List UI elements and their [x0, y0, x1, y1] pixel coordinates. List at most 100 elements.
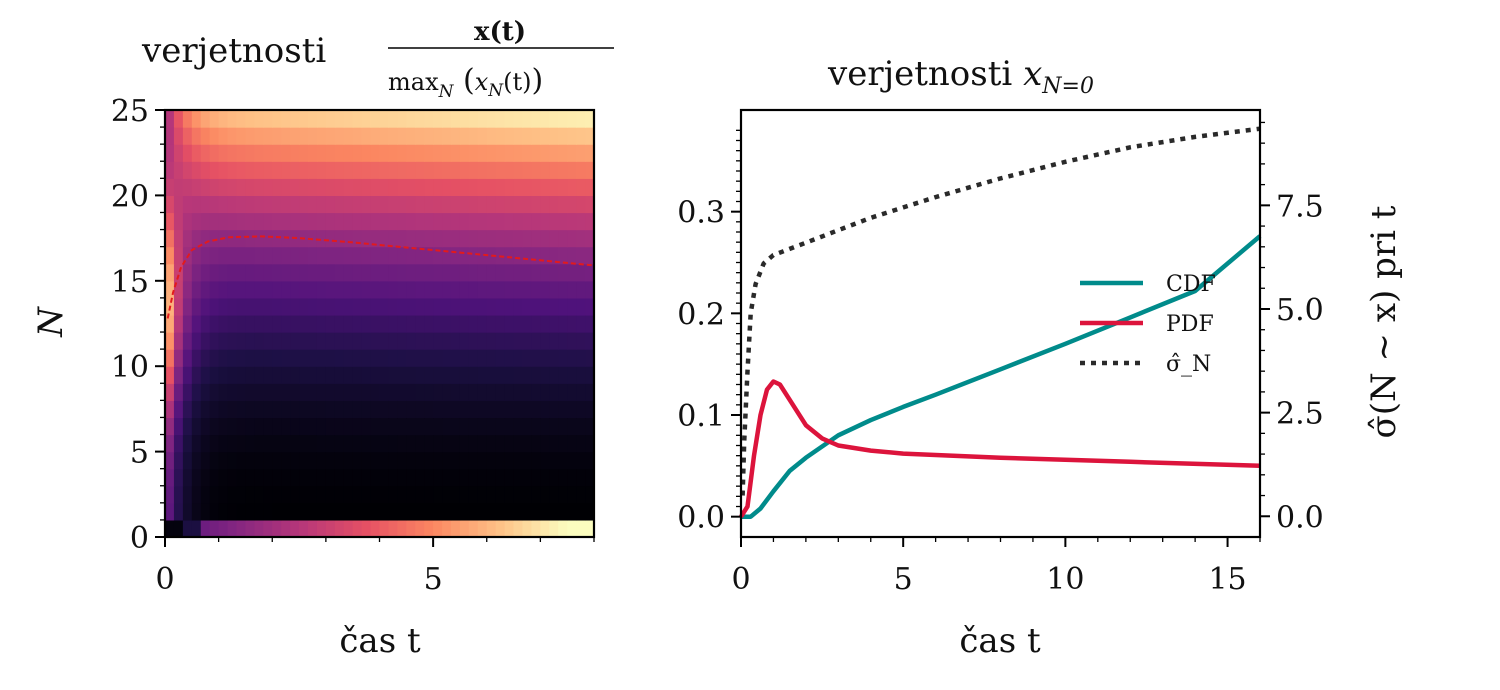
heatmap-cell — [558, 110, 568, 128]
heatmap-cell — [468, 366, 479, 384]
heatmap-cell — [576, 400, 586, 419]
heatmap-cell — [218, 161, 229, 179]
heatmap-cell — [522, 195, 533, 214]
heatmap-cell — [397, 195, 407, 214]
heatmap-cell — [531, 161, 541, 179]
heatmap-cell — [558, 161, 568, 179]
heatmap-cell — [486, 451, 497, 470]
heatmap-cell — [343, 332, 354, 350]
heatmap-cell — [200, 280, 211, 299]
heatmap-cell — [272, 229, 282, 248]
heatmap-cell — [334, 280, 345, 299]
heatmap-cell — [200, 161, 211, 179]
heatmap-cell — [442, 246, 452, 265]
heatmap-cell — [299, 417, 309, 436]
heatmap-cell — [352, 212, 363, 231]
heatmap-cell — [352, 144, 363, 162]
heatmap-cell — [245, 263, 255, 282]
heatmap-cell — [433, 314, 443, 333]
heatmap-cell — [165, 195, 175, 214]
heatmap-cell — [388, 229, 398, 248]
heatmap-cell — [182, 349, 193, 367]
heatmap-cell — [459, 400, 470, 419]
heatmap-cell — [263, 144, 273, 162]
heatmap-cell — [522, 314, 533, 333]
heatmap-cell — [477, 468, 488, 487]
heatmap-cell — [236, 400, 247, 419]
heatmap-cell — [531, 144, 541, 162]
heatmap-cell — [558, 502, 568, 521]
heatmap-cell — [236, 297, 247, 316]
heatmap-cell — [334, 178, 345, 196]
heatmap-cell — [308, 400, 318, 419]
heatmap-cell — [540, 468, 550, 487]
heatmap-cell — [272, 178, 282, 196]
legend-label: PDF — [1166, 312, 1214, 337]
heatmap-cell — [397, 349, 407, 367]
heatmap-cell — [379, 451, 390, 470]
heatmap-cell — [477, 502, 488, 521]
heatmap-cell — [397, 383, 407, 401]
heatmap-cell — [486, 485, 497, 504]
heatmap-cell — [227, 246, 238, 265]
heatmap-cell — [200, 110, 211, 128]
heatmap-cell — [227, 297, 238, 316]
heatmap-cell — [227, 110, 238, 128]
heatmap-cell — [299, 263, 309, 282]
heatmap-cell — [495, 263, 506, 282]
heatmap-cell — [370, 400, 381, 419]
heatmap-cell — [200, 519, 211, 538]
heatmap-cell — [477, 110, 488, 128]
heatmap-cell — [576, 212, 586, 231]
heatmap-cell — [334, 110, 345, 128]
heatmap-cell — [263, 400, 273, 419]
heatmap-cell — [281, 246, 291, 265]
heatmap-cell — [406, 212, 416, 231]
heatmap-cell — [415, 519, 425, 538]
heatmap-cell — [415, 280, 425, 299]
heatmap-cell — [343, 195, 354, 214]
y-tick-label: 15 — [111, 265, 149, 300]
heatmap-cell — [585, 229, 595, 248]
heatmap-cell — [218, 110, 229, 128]
heatmap-cell — [549, 485, 559, 504]
heatmap-cell — [549, 263, 559, 282]
heatmap-cell — [433, 161, 443, 179]
heatmap-cell — [209, 144, 220, 162]
heatmap-cell — [576, 110, 586, 128]
heatmap-cell — [531, 212, 541, 231]
heatmap-cell — [459, 434, 470, 453]
heatmap-cell — [576, 451, 586, 470]
heatmap-cell — [379, 468, 390, 487]
y-tick-label: 20 — [111, 179, 149, 214]
heatmap-cell — [549, 229, 559, 248]
heatmap-cell — [558, 349, 568, 367]
heatmap-cell — [433, 485, 443, 504]
heatmap-cell — [576, 417, 586, 436]
heatmap-cell — [334, 434, 345, 453]
heatmap-cell — [281, 485, 291, 504]
heatmap-cell — [504, 485, 515, 504]
heatmap-cell — [370, 349, 381, 367]
heatmap-cell — [549, 332, 559, 350]
heatmap-cell — [459, 314, 470, 333]
heatmap-cell — [576, 519, 586, 538]
heatmap-cell — [531, 110, 541, 128]
heatmap-cell — [191, 229, 202, 248]
heatmap-cell — [316, 246, 327, 265]
heatmap-cell — [165, 229, 175, 248]
heatmap-cell — [218, 178, 229, 196]
heatmap-cell — [468, 280, 479, 299]
heatmap-cell — [245, 144, 255, 162]
heatmap-cell — [522, 127, 533, 145]
heatmap-cell — [549, 451, 559, 470]
heatmap-cell — [308, 434, 318, 453]
heatmap-cell — [209, 178, 220, 196]
heatmap-cell — [495, 110, 506, 128]
heatmap-cell — [388, 297, 398, 316]
heatmap-cell — [173, 434, 184, 453]
heatmap-cell — [379, 178, 390, 196]
heatmap-cell — [227, 332, 238, 350]
heatmap-cell — [495, 144, 506, 162]
heatmap-cell — [236, 485, 247, 504]
